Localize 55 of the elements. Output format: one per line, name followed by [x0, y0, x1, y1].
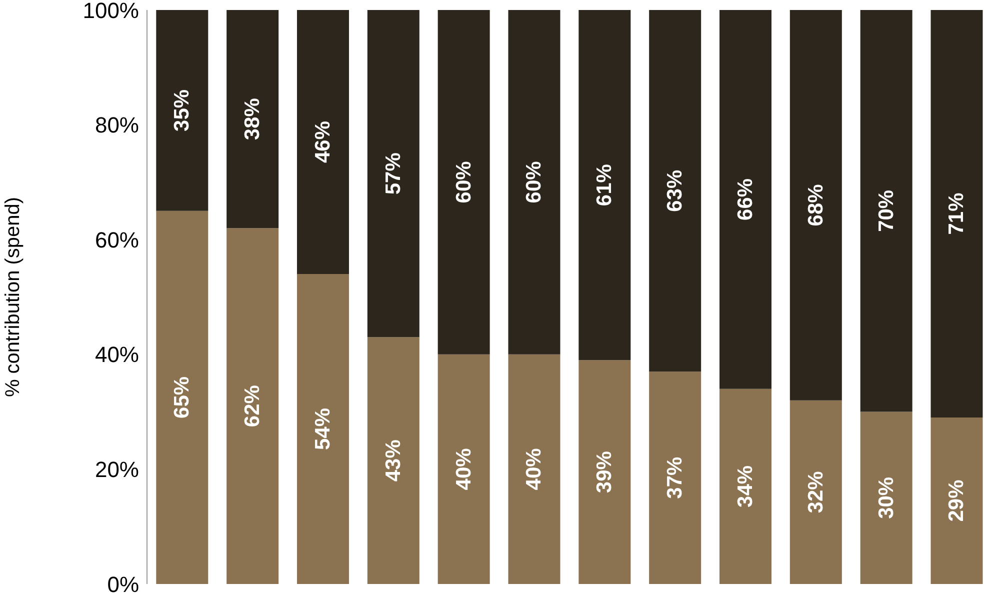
- data-label: 38%: [241, 98, 264, 140]
- data-label: 71%: [945, 192, 968, 235]
- data-label: 65%: [170, 376, 194, 418]
- data-label: 66%: [734, 178, 757, 220]
- data-label: 35%: [170, 89, 194, 132]
- bar: [578, 360, 631, 584]
- bar: [226, 228, 279, 584]
- data-label: 62%: [241, 384, 264, 428]
- data-label: 68%: [804, 184, 828, 226]
- data-label: 54%: [311, 408, 334, 450]
- data-label: 70%: [874, 190, 898, 232]
- data-label: 40%: [452, 448, 476, 490]
- bar: [508, 354, 560, 584]
- bar: [156, 210, 208, 584]
- data-label: 40%: [522, 448, 546, 490]
- bar: [438, 10, 490, 354]
- data-label: 61%: [593, 164, 616, 206]
- bar: [790, 10, 842, 400]
- bar: [860, 10, 912, 412]
- data-label: 32%: [804, 470, 828, 514]
- y-tick-label: 20%: [94, 457, 139, 482]
- y-tick-label: 0%: [107, 572, 139, 594]
- data-label: 46%: [311, 120, 334, 164]
- y-tick-label: 100%: [82, 0, 139, 23]
- bar: [296, 10, 349, 274]
- bar: [860, 412, 912, 584]
- bar: [438, 354, 490, 584]
- data-label: 63%: [664, 169, 687, 212]
- y-tick-label: 40%: [94, 342, 139, 368]
- y-tick-label: 80%: [94, 112, 139, 138]
- y-tick-label: 60%: [94, 227, 139, 252]
- bar: [930, 10, 983, 418]
- y-axis-title: % contribution (spend): [2, 196, 24, 398]
- bar: [649, 372, 702, 584]
- bar: [578, 10, 631, 360]
- data-label: 30%: [874, 476, 898, 519]
- data-label: 60%: [522, 160, 546, 204]
- data-label: 60%: [452, 160, 476, 204]
- bar: [367, 337, 420, 584]
- data-label: 39%: [593, 450, 616, 494]
- bar: [719, 10, 772, 389]
- bar: [226, 10, 279, 228]
- data-label: 29%: [945, 479, 968, 522]
- bar: [156, 10, 208, 211]
- bar: [508, 10, 560, 354]
- bar: [649, 10, 702, 372]
- bar: [790, 400, 842, 584]
- bar: [367, 10, 420, 338]
- data-label: 57%: [382, 152, 405, 195]
- bar: [930, 418, 983, 584]
- bar: [296, 274, 349, 584]
- data-label: 34%: [734, 465, 757, 508]
- data-label: 37%: [664, 456, 687, 499]
- bar: [719, 388, 772, 584]
- data-label: 43%: [382, 439, 405, 482]
